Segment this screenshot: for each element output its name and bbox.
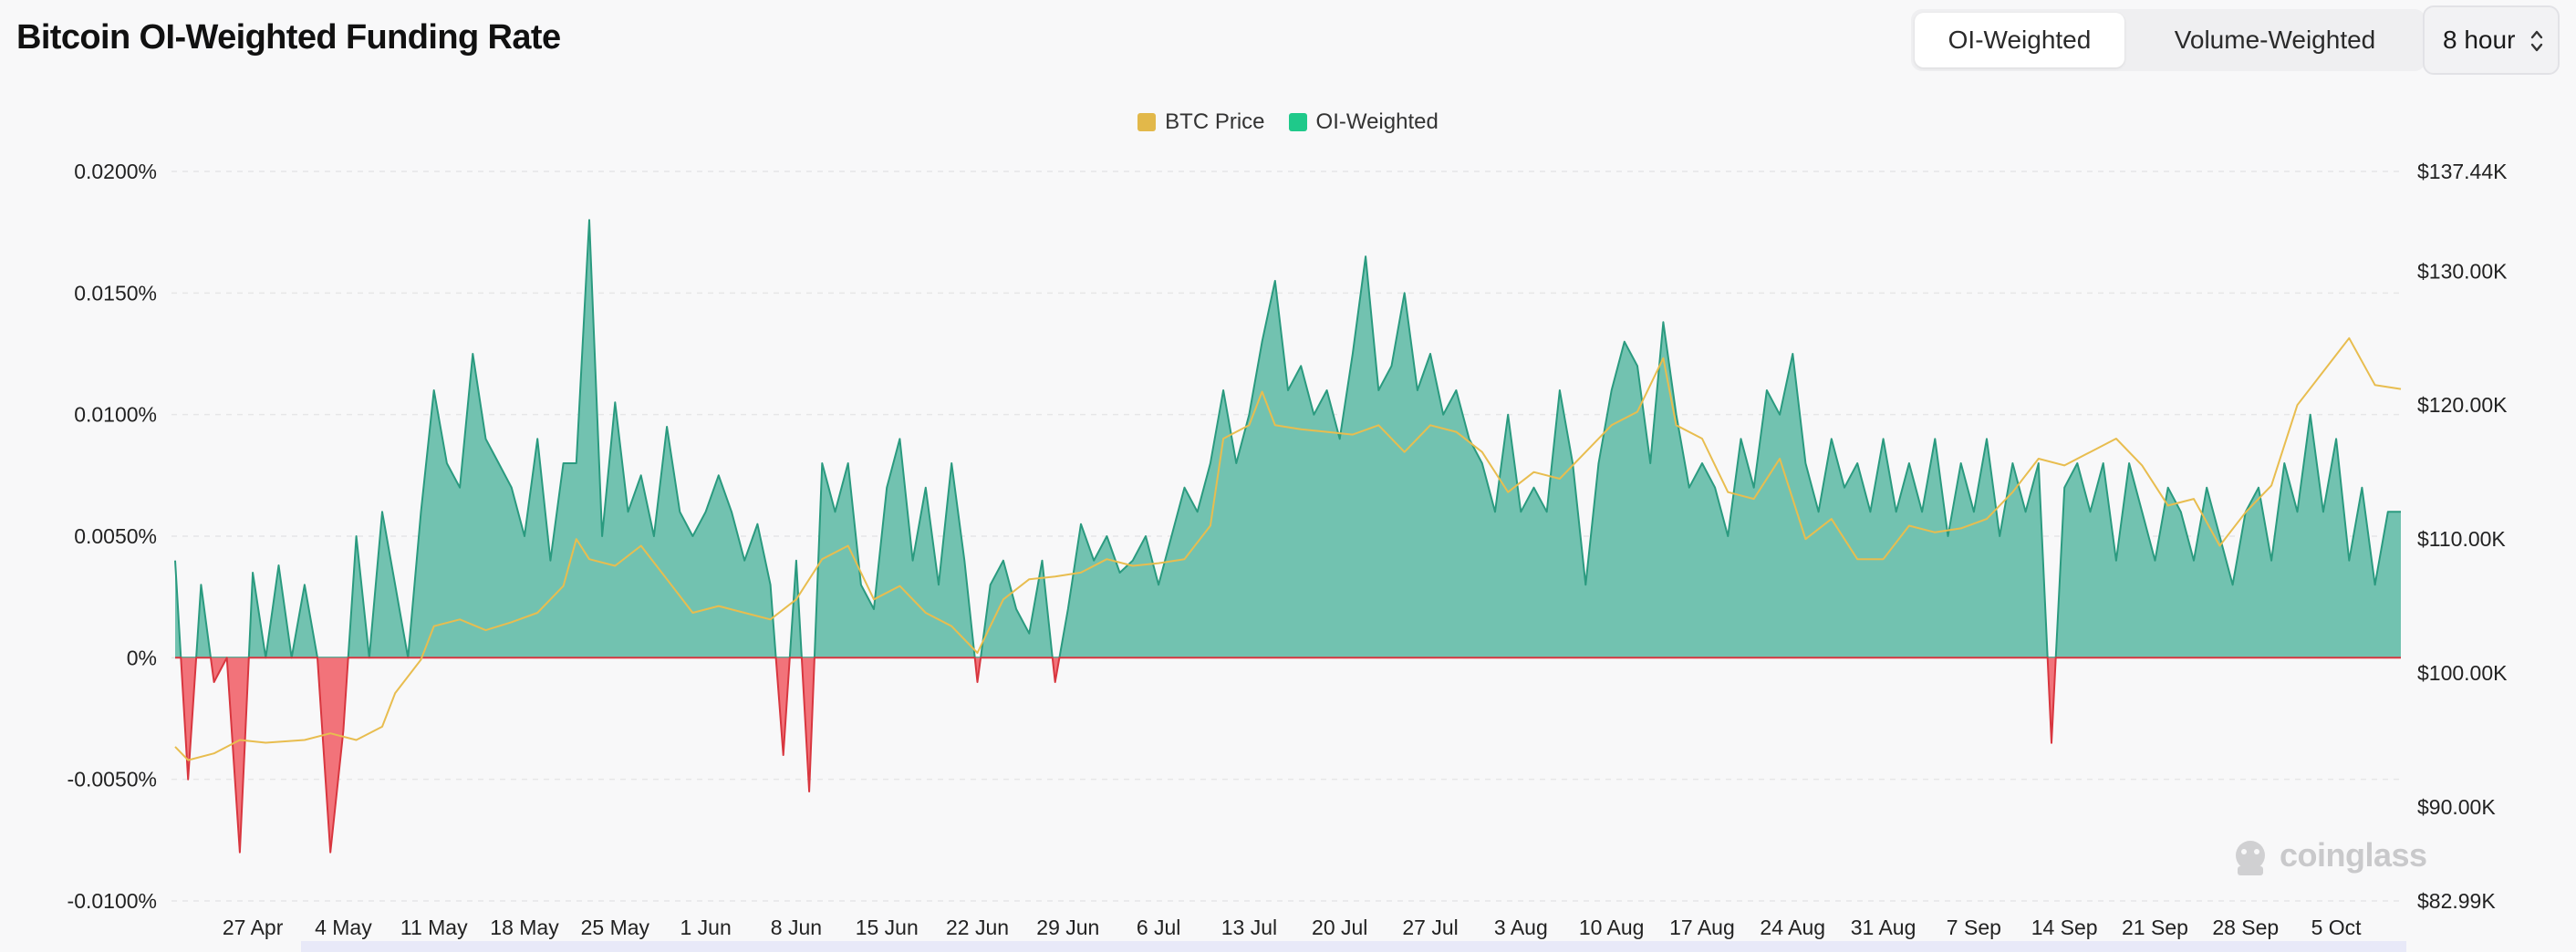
x-tick-label: 1 Jun [680, 916, 731, 939]
x-tick-label: 3 Aug [1494, 916, 1548, 939]
y-right-tick-label: $120.00K [2417, 393, 2508, 417]
x-tick-label: 7 Sep [1947, 916, 2001, 939]
negative-funding-area [175, 657, 2401, 854]
x-tick-label: 31 Aug [1851, 916, 1916, 939]
btc-price-line [174, 336, 2402, 761]
x-tick-label: 27 Jul [1402, 916, 1458, 939]
y-left-tick-label: 0.0100% [74, 403, 157, 427]
legend-swatch-oi-weighted [1288, 113, 1307, 131]
legend-item-btc-price[interactable]: BTC Price [1137, 106, 1265, 139]
x-tick-label: 28 Sep [2212, 916, 2279, 939]
x-tick-label: 15 Jun [856, 916, 919, 939]
positive-area-outline [174, 219, 2401, 659]
x-tick-label: 22 Jun [946, 916, 1009, 939]
x-tick-label: 20 Jul [1312, 916, 1367, 939]
weighting-toggle: OI-Weighted Volume-Weighted [1911, 9, 2425, 71]
x-tick-label: 5 Oct [2311, 916, 2363, 939]
legend-label-btc-price: BTC Price [1165, 109, 1265, 134]
btc-price-path [174, 336, 2402, 761]
chart-legend: BTC Price OI-Weighted [0, 106, 2576, 139]
x-tick-label: 29 Jun [1036, 916, 1099, 939]
y-left-tick-label: -0.0050% [68, 768, 157, 792]
watermark-text: coinglass [2280, 836, 2427, 874]
y-right-tick-label: $90.00K [2417, 795, 2496, 819]
coinglass-logo-icon [2236, 841, 2265, 875]
x-tick-label: 10 Aug [1579, 916, 1645, 939]
y-right-tick-label: $100.00K [2417, 661, 2508, 685]
negative-area-fill [175, 657, 2401, 853]
x-axis: 27 Apr 4 May 11 May 18 May 25 May 1 Jun 8 Jun 1… [223, 916, 2362, 939]
y-axis-left: -0.0100% -0.0050% 0% 0.0050% 0.0100% 0.0150% 0… [68, 160, 157, 913]
y-right-tick-label: $110.00K [2417, 527, 2506, 551]
x-tick-label: 8 Jun [771, 916, 822, 939]
chevron-up-down-icon [2530, 30, 2543, 52]
x-tick-label: 18 May [490, 916, 559, 939]
y-left-tick-label: 0.0050% [74, 524, 157, 548]
x-tick-label: 24 Aug [1760, 916, 1825, 939]
legend-swatch-btc-price [1137, 113, 1157, 131]
x-tick-label: 4 May [315, 916, 372, 939]
x-tick-label: 27 Apr [223, 916, 284, 939]
x-tick-label: 17 Aug [1669, 916, 1735, 939]
x-tick-label: 21 Sep [2122, 916, 2188, 939]
positive-funding-area [174, 219, 2401, 659]
x-tick-label: 14 Sep [2031, 916, 2098, 939]
positive-area-fill [175, 220, 2401, 658]
x-tick-label: 11 May [400, 916, 468, 939]
y-right-tick-label: $130.00K [2417, 259, 2508, 283]
interval-value: 8 hour [2443, 26, 2516, 54]
interval-select[interactable]: 8 hour [2423, 5, 2560, 75]
x-tick-label: 13 Jul [1221, 916, 1277, 939]
y-left-tick-label: 0% [127, 646, 157, 669]
tab-volume-weighted[interactable]: Volume-Weighted [2174, 26, 2376, 54]
y-left-tick-label: 0.0150% [74, 281, 157, 305]
zoom-range-bar[interactable] [301, 941, 2406, 952]
legend-item-oi-weighted[interactable]: OI-Weighted [1288, 106, 1439, 139]
x-tick-label: 6 Jul [1137, 916, 1181, 939]
negative-area-outline [175, 657, 2401, 854]
y-left-tick-label: 0.0200% [74, 160, 157, 183]
watermark: coinglass [2230, 830, 2427, 881]
page-title: Bitcoin OI-Weighted Funding Rate [16, 18, 561, 57]
y-right-tick-label: $82.99K [2417, 889, 2496, 913]
y-left-tick-label: -0.0100% [68, 889, 157, 913]
y-right-tick-label: $137.44K [2417, 160, 2508, 183]
y-axis-right: $82.99K $90.00K $100.00K $110.00K $120.00K $1… [2417, 160, 2508, 913]
legend-label-oi-weighted: OI-Weighted [1315, 109, 1439, 134]
x-tick-label: 25 May [581, 916, 650, 939]
tab-oi-weighted[interactable]: OI-Weighted [1915, 13, 2124, 67]
